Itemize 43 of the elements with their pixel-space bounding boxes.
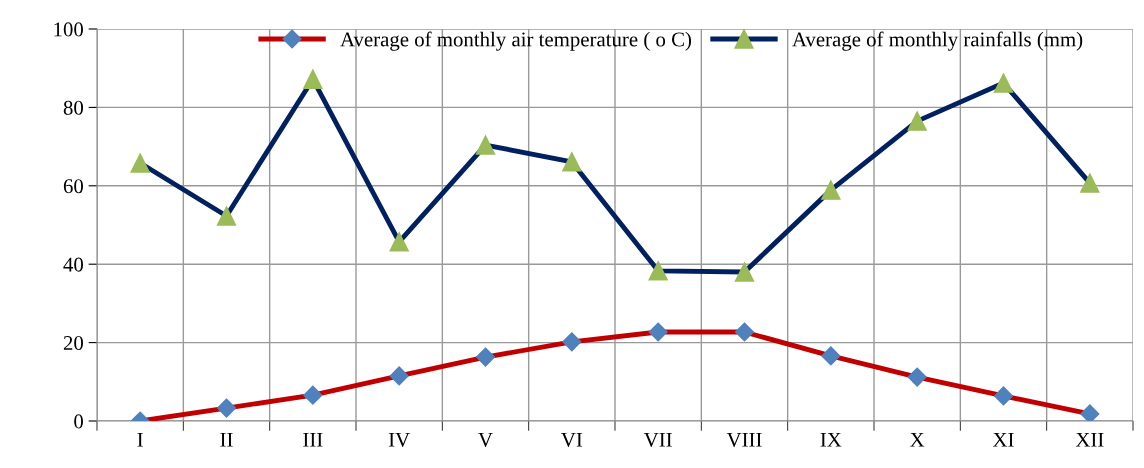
point (216, 206, 237, 226)
point (1080, 173, 1100, 193)
y-tick-label: 60 (63, 179, 84, 194)
point (303, 69, 323, 89)
point (562, 332, 582, 352)
y-tick-label: 0 (74, 414, 84, 429)
x-tick-label: X (910, 432, 925, 447)
x-tick-label: VI (561, 432, 583, 447)
x-tick-label: VII (643, 432, 672, 447)
y-tick-label: 40 (63, 257, 84, 272)
point (907, 111, 927, 131)
x-tick-label: V (478, 432, 493, 447)
x-tick-label: III (303, 432, 323, 447)
point (734, 322, 755, 342)
point (648, 322, 668, 342)
point (734, 262, 755, 282)
point (1080, 404, 1100, 421)
point (475, 347, 496, 367)
x-tick-label: IX (820, 432, 842, 447)
point (821, 180, 841, 200)
x-tick-label: XII (1075, 432, 1104, 447)
point (562, 152, 582, 172)
point (216, 398, 237, 418)
legend-label: Average of monthly rainfalls (mm) (792, 31, 1083, 51)
x-tick-label: XI (992, 432, 1014, 447)
point (821, 346, 841, 366)
point (907, 367, 927, 387)
point (993, 73, 1014, 93)
point (389, 366, 409, 386)
point (389, 232, 409, 252)
x-tick-label: I (137, 432, 143, 447)
x-tick-label: II (220, 432, 233, 447)
point (648, 261, 668, 281)
x-tick-label: VIII (726, 432, 762, 447)
y-tick-label: 100 (54, 22, 84, 37)
x-tick-label: IV (388, 432, 410, 447)
point (303, 385, 323, 405)
legend-label: Average of monthly air temperature ( o C) (340, 31, 692, 51)
y-tick-label: 20 (63, 335, 84, 351)
point (475, 135, 496, 155)
point (130, 153, 150, 173)
point (993, 386, 1014, 406)
y-tick-label: 80 (63, 100, 84, 115)
